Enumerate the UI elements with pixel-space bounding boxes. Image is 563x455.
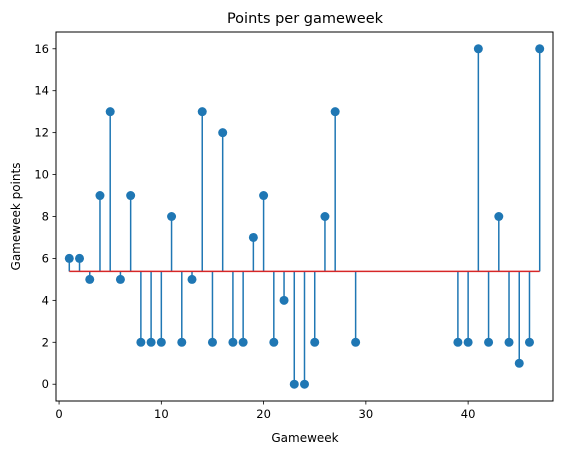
stem-marker [218, 128, 228, 138]
stem-marker [524, 337, 534, 347]
stem-marker [535, 44, 545, 54]
stem-marker [300, 379, 309, 389]
stem-marker [146, 337, 156, 347]
stem-marker [238, 337, 248, 347]
stem-marker [310, 337, 320, 347]
stem-marker [269, 337, 279, 347]
stem-marker [514, 358, 524, 368]
chart-marks [64, 44, 545, 389]
stem-marker [463, 337, 473, 347]
y-tick-label: 2 [42, 335, 49, 349]
stem-marker [197, 107, 207, 117]
chart-title: Points per gameweek [227, 11, 384, 27]
y-tick-label: 12 [34, 126, 49, 140]
y-tick-label: 6 [42, 251, 49, 265]
y-tick-label: 10 [34, 168, 49, 182]
x-tick-label: 20 [256, 407, 271, 421]
stem-marker [167, 212, 177, 221]
stem-marker [320, 212, 330, 221]
stem-marker [95, 191, 105, 201]
y-axis: 0 2 4 6 8 10 12 14 16 [34, 42, 56, 391]
stem-marker [85, 274, 95, 284]
stem-marker [126, 191, 136, 201]
stem-marker [279, 295, 289, 305]
stem-marker [136, 337, 146, 347]
x-axis-label: Gameweek [271, 431, 338, 445]
stem-marker [228, 337, 238, 347]
x-tick-label: 30 [359, 407, 374, 421]
stem-marker [330, 107, 340, 117]
x-axis: 0 10 20 30 40 [55, 401, 475, 421]
stem-marker [187, 274, 197, 284]
stem-marker [248, 232, 258, 242]
plot-frame [55, 31, 554, 402]
stem-marker [177, 337, 187, 347]
y-tick-label: 4 [42, 293, 49, 307]
stem-marker [64, 253, 74, 263]
y-tick-label: 16 [34, 42, 49, 56]
x-tick-label: 10 [154, 407, 169, 421]
y-tick-label: 8 [42, 210, 49, 224]
stem-marker [484, 337, 494, 347]
stem-marker [473, 44, 483, 54]
stem-marker [115, 274, 125, 284]
stem-marker [105, 107, 115, 117]
stem-marker [494, 212, 504, 221]
y-tick-label: 0 [42, 377, 49, 391]
x-tick-label: 40 [461, 407, 476, 421]
y-tick-label: 14 [34, 84, 49, 98]
stem-marker [453, 337, 463, 347]
stem-marker [259, 191, 269, 201]
y-axis-label: Gameweek points [9, 163, 23, 271]
stem-marker [75, 253, 85, 263]
x-tick-label: 0 [55, 407, 62, 421]
stem-marker [156, 337, 166, 347]
stem-marker [351, 337, 361, 347]
stem-marker [289, 379, 299, 389]
stem-marker [504, 337, 514, 347]
stem-marker [207, 337, 217, 347]
